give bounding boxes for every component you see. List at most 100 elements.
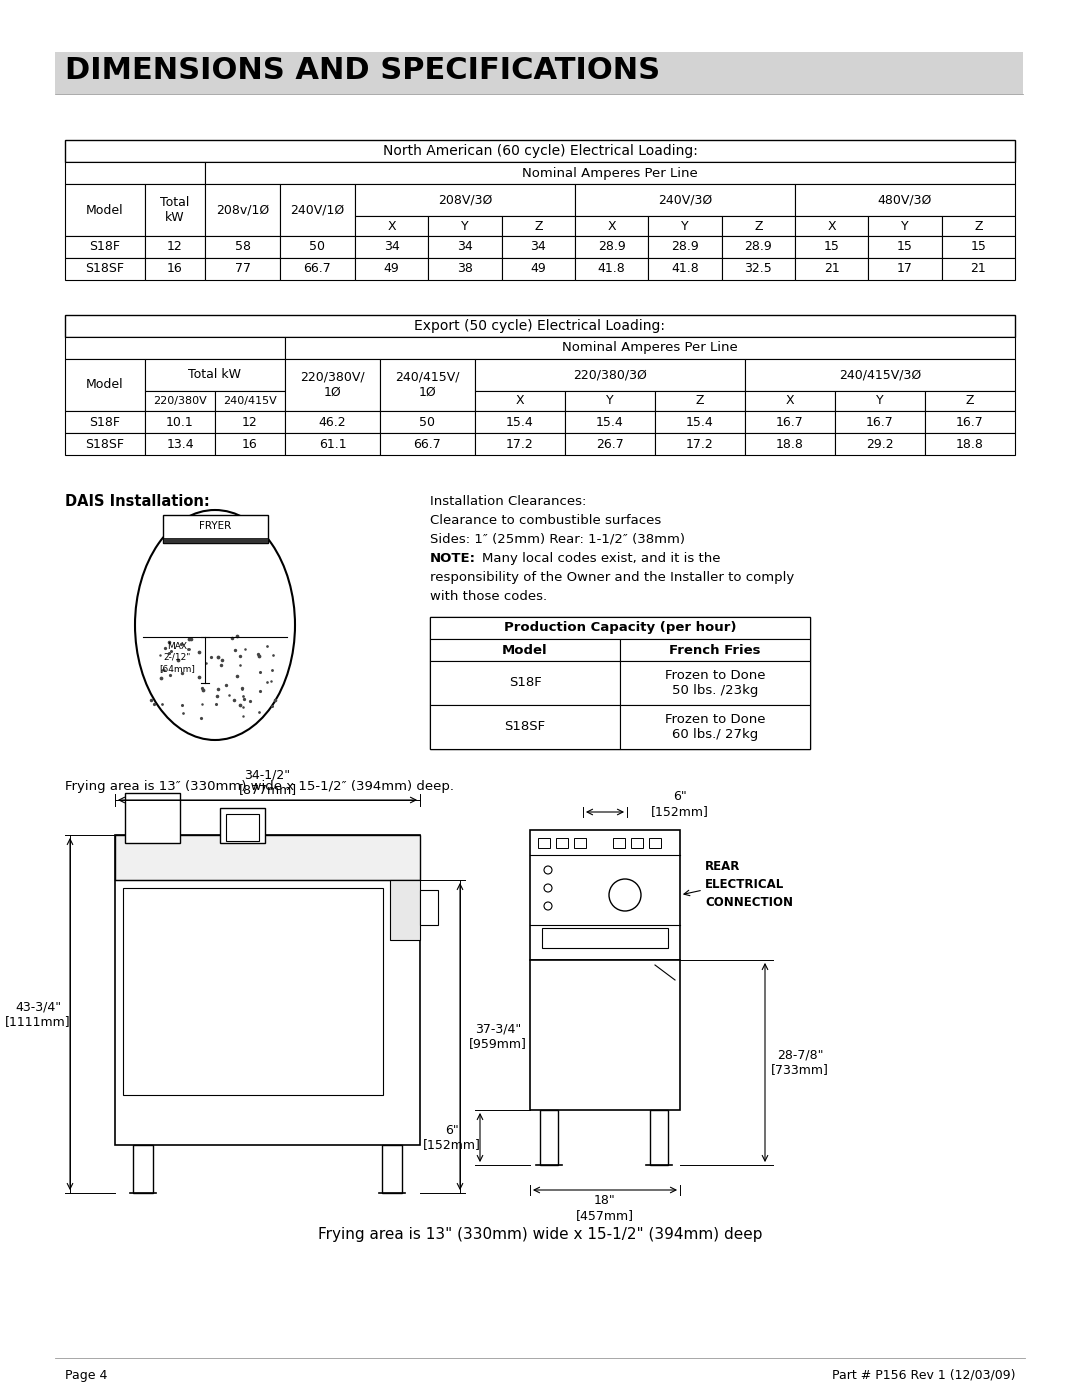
Ellipse shape	[544, 884, 552, 893]
Bar	[145, 236, 205, 258]
Text: 43-3/4"
[1111mm]: 43-3/4" [1111mm]	[5, 1000, 71, 1028]
Text: Model: Model	[86, 204, 124, 217]
Text: 6"
[152mm]: 6" [152mm]	[423, 1123, 481, 1151]
Text: 34-1/2"
[877mm]: 34-1/2" [877mm]	[239, 768, 297, 796]
Text: 15.4: 15.4	[596, 415, 624, 429]
Bar	[565, 433, 654, 455]
Bar	[745, 433, 835, 455]
Text: 208v/1Ø: 208v/1Ø	[216, 204, 269, 217]
Text: 240/415V/
1Ø: 240/415V/ 1Ø	[395, 372, 460, 400]
Text: 66.7: 66.7	[303, 263, 332, 275]
Text: X: X	[515, 394, 524, 408]
Text: 28-7/8"
[733mm]: 28-7/8" [733mm]	[771, 1049, 829, 1077]
Text: 15: 15	[971, 240, 986, 253]
Bar	[355, 236, 429, 258]
Bar	[620, 638, 810, 661]
Bar	[55, 52, 1023, 94]
Bar	[65, 184, 145, 236]
Text: 16.7: 16.7	[777, 415, 804, 429]
Text: 32.5: 32.5	[744, 263, 772, 275]
Text: 66.7: 66.7	[414, 437, 442, 450]
Text: 28.9: 28.9	[598, 240, 625, 253]
Text: Frozen to Done
60 lbs./ 27kg: Frozen to Done 60 lbs./ 27kg	[665, 712, 766, 740]
Text: Part # P156 Rev 1 (12/03/09): Part # P156 Rev 1 (12/03/09)	[832, 1369, 1015, 1382]
Bar	[575, 236, 648, 258]
Text: X: X	[607, 219, 616, 232]
Text: 6"
[152mm]: 6" [152mm]	[651, 789, 708, 819]
Bar	[721, 236, 795, 258]
Text: NOTE:: NOTE:	[430, 552, 476, 564]
Bar	[65, 140, 1015, 162]
Bar	[613, 838, 625, 848]
Bar	[285, 433, 380, 455]
Text: French Fries: French Fries	[670, 644, 760, 657]
Bar	[215, 411, 285, 433]
Text: 58: 58	[234, 240, 251, 253]
Bar	[835, 433, 924, 455]
Text: Y: Y	[876, 394, 883, 408]
Ellipse shape	[609, 879, 642, 911]
Text: responsibility of the Owner and the Installer to comply: responsibility of the Owner and the Inst…	[430, 571, 794, 584]
Text: 21: 21	[824, 263, 839, 275]
Bar	[355, 184, 575, 217]
Text: X: X	[785, 394, 794, 408]
Text: Nominal Amperes Per Line: Nominal Amperes Per Line	[562, 341, 738, 355]
Bar	[133, 1146, 153, 1193]
Bar	[123, 888, 383, 1095]
Bar	[745, 391, 835, 411]
Bar	[620, 705, 810, 749]
Text: S18SF: S18SF	[85, 437, 124, 450]
Text: 61.1: 61.1	[319, 437, 347, 450]
Text: 15.4: 15.4	[507, 415, 534, 429]
Text: 220/380/3Ø: 220/380/3Ø	[573, 369, 647, 381]
Text: Y: Y	[681, 219, 689, 232]
Text: Production Capacity (per hour): Production Capacity (per hour)	[503, 622, 737, 634]
Text: Nominal Amperes Per Line: Nominal Amperes Per Line	[522, 166, 698, 179]
Bar	[114, 835, 420, 1146]
Bar	[942, 236, 1015, 258]
Text: 34: 34	[530, 240, 546, 253]
Bar	[654, 411, 745, 433]
Bar	[114, 835, 420, 880]
Bar	[575, 184, 795, 217]
Text: 15: 15	[897, 240, 913, 253]
Bar	[475, 433, 565, 455]
Text: 37-3/4"
[959mm]: 37-3/4" [959mm]	[469, 1023, 527, 1051]
Text: Model: Model	[502, 644, 548, 657]
Bar	[575, 258, 648, 279]
Text: Frying area is 13" (330mm) wide x 15-1/2" (394mm) deep: Frying area is 13" (330mm) wide x 15-1/2…	[318, 1228, 762, 1242]
Bar	[542, 928, 669, 949]
Bar	[620, 661, 810, 705]
Bar	[868, 217, 942, 236]
Bar	[205, 258, 280, 279]
Text: 16: 16	[167, 263, 183, 275]
Bar	[65, 236, 145, 258]
Bar	[215, 391, 285, 411]
Bar	[420, 890, 438, 925]
Bar	[538, 838, 550, 848]
Text: Installation Clearances:: Installation Clearances:	[430, 495, 586, 509]
Bar	[280, 236, 355, 258]
Bar	[205, 184, 280, 236]
Ellipse shape	[544, 902, 552, 909]
Text: 41.8: 41.8	[671, 263, 699, 275]
Text: 240V/1Ø: 240V/1Ø	[291, 204, 345, 217]
Bar	[220, 807, 265, 842]
Bar	[380, 411, 475, 433]
Bar	[475, 359, 745, 391]
Bar	[280, 258, 355, 279]
Text: REAR
ELECTRICAL
CONNECTION: REAR ELECTRICAL CONNECTION	[705, 861, 793, 909]
Bar	[924, 433, 1015, 455]
Bar	[475, 391, 565, 411]
Bar	[205, 236, 280, 258]
Bar	[556, 838, 568, 848]
Bar	[226, 814, 259, 841]
Bar	[382, 1146, 402, 1193]
Bar	[380, 433, 475, 455]
Bar	[430, 638, 620, 661]
Text: 16.7: 16.7	[956, 415, 984, 429]
Bar	[65, 337, 285, 359]
Bar	[65, 258, 145, 279]
Bar	[475, 411, 565, 433]
Text: 240/415V: 240/415V	[224, 395, 276, 407]
